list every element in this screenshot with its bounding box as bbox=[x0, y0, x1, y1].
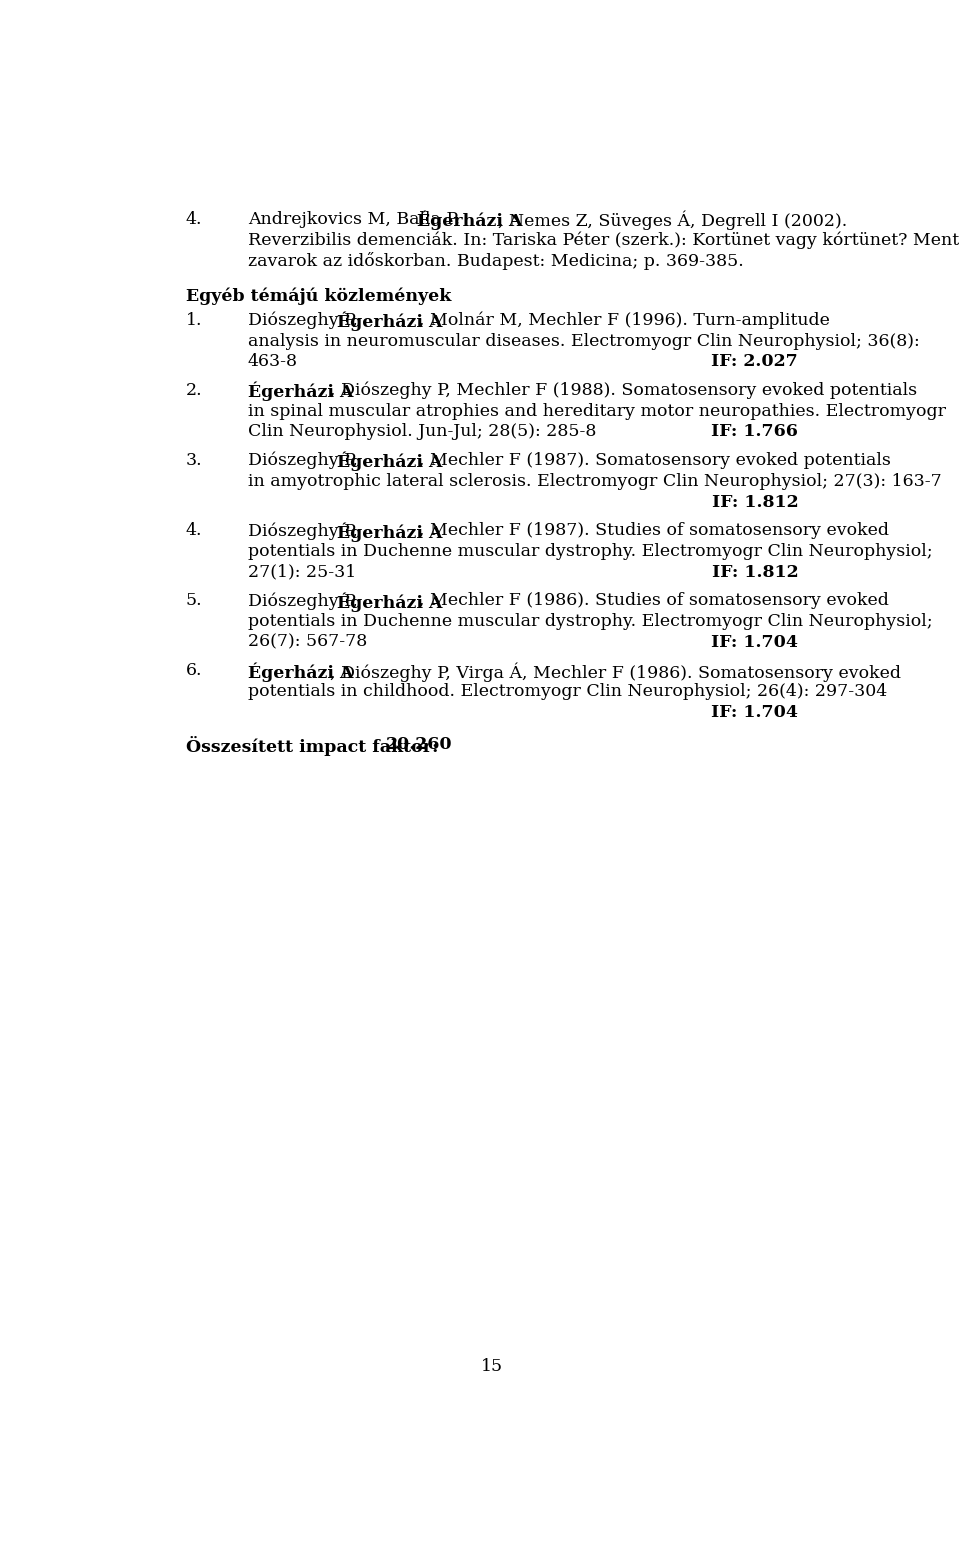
Text: 4.: 4. bbox=[186, 522, 203, 539]
Text: 5.: 5. bbox=[186, 592, 203, 609]
Text: potentials in childhood. Electromyogr Clin Neurophysiol; 26(4): 297-304: potentials in childhood. Electromyogr Cl… bbox=[248, 684, 887, 701]
Text: IF: 1.766: IF: 1.766 bbox=[711, 423, 798, 440]
Text: , Diószeghy P, Virga Á, Mechler F (1986). Somatosensory evoked: , Diószeghy P, Virga Á, Mechler F (1986)… bbox=[329, 662, 900, 682]
Text: 6.: 6. bbox=[186, 662, 203, 679]
Text: Égerházi A: Égerházi A bbox=[337, 522, 443, 541]
Text: IF: 1.704: IF: 1.704 bbox=[711, 634, 798, 651]
Text: 463-8: 463-8 bbox=[248, 353, 298, 370]
Text: IF: 1.812: IF: 1.812 bbox=[711, 564, 798, 581]
Text: Összesített impact faktor:: Összesített impact faktor: bbox=[186, 736, 444, 756]
Text: in amyotrophic lateral sclerosis. Electromyogr Clin Neurophysiol; 27(3): 163-7: in amyotrophic lateral sclerosis. Electr… bbox=[248, 473, 942, 490]
Text: Diószeghy P,: Diószeghy P, bbox=[248, 522, 363, 539]
Text: Égerházi A: Égerházi A bbox=[337, 453, 443, 471]
Text: IF: 1.812: IF: 1.812 bbox=[711, 493, 798, 510]
Text: Reverzibilis demenciák. In: Tariska Péter (szerk.): Kortünet vagy kórtünet? Ment: Reverzibilis demenciák. In: Tariska Péte… bbox=[248, 231, 960, 250]
Text: , Molnár M, Mechler F (1996). Turn-amplitude: , Molnár M, Mechler F (1996). Turn-ampli… bbox=[420, 312, 830, 329]
Text: , Diószeghy P, Mechler F (1988). Somatosensory evoked potentials: , Diószeghy P, Mechler F (1988). Somatos… bbox=[329, 381, 917, 400]
Text: 2.: 2. bbox=[186, 381, 203, 398]
Text: Égerházi A: Égerházi A bbox=[248, 381, 353, 401]
Text: Égerházi A: Égerházi A bbox=[337, 592, 443, 612]
Text: , Mechler F (1987). Somatosensory evoked potentials: , Mechler F (1987). Somatosensory evoked… bbox=[420, 453, 891, 470]
Text: 3.: 3. bbox=[186, 453, 203, 470]
Text: Diószeghy P,: Diószeghy P, bbox=[248, 312, 363, 329]
Text: , Mechler F (1987). Studies of somatosensory evoked: , Mechler F (1987). Studies of somatosen… bbox=[420, 522, 889, 539]
Text: 27(1): 25-31: 27(1): 25-31 bbox=[248, 564, 356, 581]
Text: analysis in neuromuscular diseases. Electromyogr Clin Neurophysiol; 36(8):: analysis in neuromuscular diseases. Elec… bbox=[248, 333, 920, 350]
Text: , Mechler F (1986). Studies of somatosensory evoked: , Mechler F (1986). Studies of somatosen… bbox=[420, 592, 889, 609]
Text: Égerházi A: Égerházi A bbox=[417, 211, 522, 229]
Text: Egyéb témájú közlemények: Egyéb témájú közlemények bbox=[186, 287, 451, 305]
Text: 26(7): 567-78: 26(7): 567-78 bbox=[248, 634, 367, 651]
Text: Égerházi A: Égerházi A bbox=[337, 312, 443, 332]
Text: 1.: 1. bbox=[186, 312, 203, 329]
Text: Égerházi A: Égerházi A bbox=[248, 662, 353, 682]
Text: IF: 1.704: IF: 1.704 bbox=[711, 704, 798, 721]
Text: potentials in Duchenne muscular dystrophy. Electromyogr Clin Neurophysiol;: potentials in Duchenne muscular dystroph… bbox=[248, 542, 932, 560]
Text: Diószeghy P,: Diószeghy P, bbox=[248, 453, 363, 470]
Text: Clin Neurophysiol. Jun-Jul; 28(5): 285-8: Clin Neurophysiol. Jun-Jul; 28(5): 285-8 bbox=[248, 423, 596, 440]
Text: IF: 2.027: IF: 2.027 bbox=[711, 353, 798, 370]
Text: 20.260: 20.260 bbox=[386, 736, 453, 753]
Text: Diószeghy P,: Diószeghy P, bbox=[248, 592, 363, 609]
Text: 15: 15 bbox=[481, 1358, 503, 1375]
Text: in spinal muscular atrophies and hereditary motor neuropathies. Electromyogr: in spinal muscular atrophies and heredit… bbox=[248, 403, 946, 420]
Text: Andrejkovics M, Balla P,: Andrejkovics M, Balla P, bbox=[248, 211, 466, 228]
Text: , Nemes Z, Süveges Á, Degrell I (2002).: , Nemes Z, Süveges Á, Degrell I (2002). bbox=[498, 211, 848, 229]
Text: zavarok az időskorban. Budapest: Medicina; p. 369-385.: zavarok az időskorban. Budapest: Medicin… bbox=[248, 253, 744, 270]
Text: 4.: 4. bbox=[186, 211, 203, 228]
Text: potentials in Duchenne muscular dystrophy. Electromyogr Clin Neurophysiol;: potentials in Duchenne muscular dystroph… bbox=[248, 612, 932, 629]
